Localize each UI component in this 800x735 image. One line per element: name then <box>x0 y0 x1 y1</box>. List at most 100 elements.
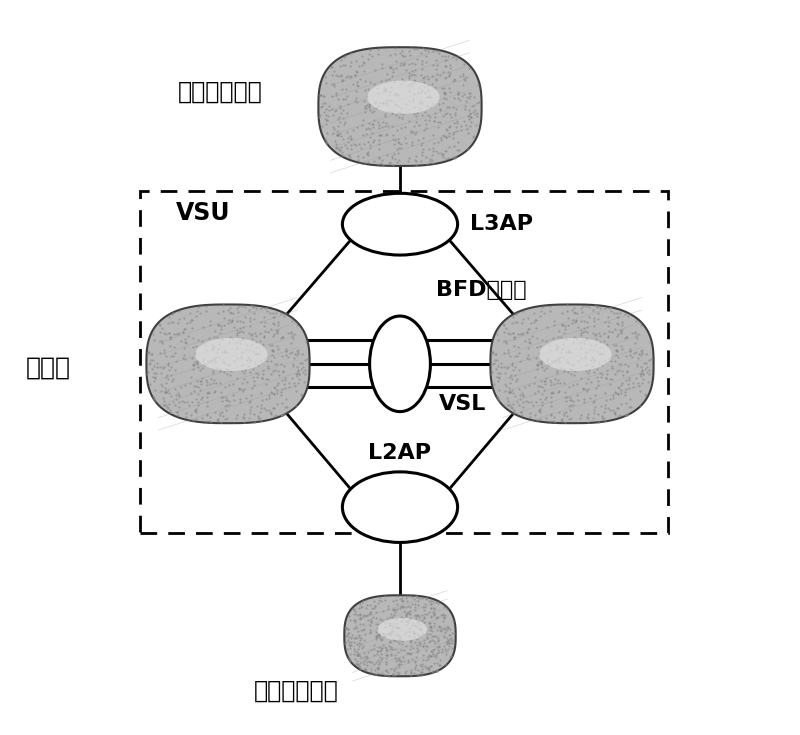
Point <box>284 326 297 337</box>
Point <box>267 311 280 323</box>
Point <box>566 304 578 316</box>
Point <box>266 349 279 361</box>
Point <box>576 300 589 312</box>
Point <box>391 635 404 647</box>
Point <box>503 386 516 398</box>
Point <box>396 595 409 607</box>
Point <box>546 387 559 398</box>
Point <box>548 354 561 366</box>
Point <box>489 348 502 359</box>
Point <box>621 366 634 378</box>
Point <box>214 407 226 419</box>
Point <box>406 591 418 603</box>
Point <box>624 345 637 357</box>
Point <box>375 76 388 87</box>
Point <box>250 367 262 379</box>
Point <box>336 93 349 104</box>
Point <box>158 382 171 394</box>
Point <box>583 311 596 323</box>
Point <box>287 376 300 388</box>
Point <box>432 598 445 609</box>
Point <box>210 346 223 358</box>
Point <box>374 157 387 169</box>
Point <box>298 365 311 376</box>
Point <box>413 611 426 623</box>
Point <box>174 335 187 347</box>
Point <box>192 334 205 345</box>
Point <box>416 628 429 640</box>
Point <box>400 611 413 623</box>
Point <box>387 66 400 78</box>
Point <box>596 348 609 360</box>
Point <box>354 613 367 625</box>
Point <box>590 338 602 350</box>
Point <box>460 91 473 103</box>
Point <box>427 657 440 669</box>
Point <box>360 602 373 614</box>
Point <box>212 415 225 427</box>
Point <box>566 379 579 391</box>
Point <box>361 609 374 621</box>
Point <box>413 82 426 94</box>
Point <box>165 390 178 402</box>
Point <box>390 123 403 135</box>
Point <box>600 373 613 384</box>
Point <box>358 139 370 151</box>
Point <box>146 348 159 359</box>
Point <box>429 111 442 123</box>
Point <box>512 341 525 353</box>
Point <box>508 350 521 362</box>
Point <box>220 404 233 416</box>
Point <box>243 396 256 408</box>
Point <box>420 159 433 171</box>
Point <box>613 381 626 393</box>
Point <box>342 149 355 161</box>
Point <box>266 340 279 351</box>
Point <box>638 363 651 375</box>
Point <box>267 403 280 415</box>
Point <box>267 330 280 342</box>
Point <box>490 391 503 403</box>
Point <box>574 324 587 336</box>
Point <box>498 378 511 390</box>
Point <box>388 665 401 677</box>
Point <box>249 357 262 369</box>
Point <box>509 308 522 320</box>
Point <box>422 595 435 607</box>
Point <box>418 87 431 99</box>
Point <box>423 620 436 632</box>
Point <box>408 609 421 620</box>
Point <box>512 383 525 395</box>
Point <box>443 108 456 120</box>
Point <box>423 649 436 661</box>
Point <box>431 45 444 57</box>
Point <box>531 380 544 392</box>
Point <box>570 389 583 401</box>
Point <box>432 664 445 675</box>
Point <box>504 399 517 411</box>
Point <box>420 594 433 606</box>
Point <box>147 370 160 382</box>
Point <box>365 666 378 678</box>
Point <box>528 387 541 398</box>
Point <box>612 365 625 376</box>
Point <box>574 409 587 421</box>
Point <box>252 412 265 424</box>
Point <box>355 632 368 644</box>
Point <box>606 360 618 372</box>
Point <box>580 326 593 337</box>
Point <box>428 115 441 127</box>
Point <box>448 140 461 152</box>
Point <box>432 631 445 643</box>
Point <box>515 329 528 340</box>
Point <box>362 655 375 667</box>
Point <box>343 71 356 83</box>
Point <box>465 116 478 128</box>
Point <box>544 415 557 427</box>
Point <box>438 631 450 643</box>
Point <box>538 307 550 319</box>
Point <box>365 107 378 118</box>
Point <box>236 331 249 343</box>
Point <box>334 54 347 65</box>
Point <box>238 416 250 428</box>
